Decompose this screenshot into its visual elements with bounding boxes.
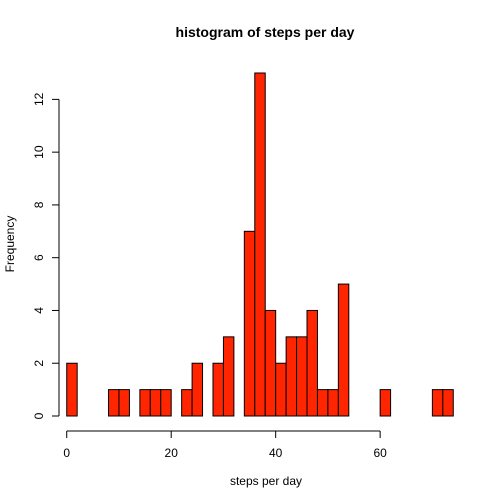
x-axis-label: steps per day — [230, 474, 302, 488]
y-tick-label: 8 — [32, 201, 46, 208]
histogram-bar — [431, 389, 444, 417]
y-axis: 0 2 4 6 8 10 12 — [32, 92, 60, 419]
histogram-bar — [316, 389, 329, 417]
histogram-bar — [108, 389, 120, 417]
y-tick-label: 6 — [32, 254, 46, 261]
y-tick-label: 2 — [32, 360, 46, 367]
histogram-bar — [379, 389, 392, 417]
histogram-bar — [243, 230, 256, 417]
histogram-bar — [285, 336, 298, 417]
histogram-bar — [327, 389, 339, 417]
bars-group — [66, 72, 454, 417]
histogram-bar — [222, 336, 235, 417]
histogram-bar — [191, 362, 204, 417]
x-tick-label: 0 — [63, 446, 70, 460]
x-axis: 0 20 40 60 — [63, 430, 387, 460]
histogram-bar — [118, 389, 130, 417]
y-tick-label: 0 — [32, 412, 46, 419]
x-tick-label: 60 — [373, 446, 387, 460]
histogram-bar — [264, 309, 277, 417]
histogram-bar — [212, 362, 224, 417]
histogram-bar — [160, 389, 172, 417]
histogram-bar — [66, 362, 78, 417]
histogram-bar — [306, 309, 318, 417]
x-tick-label: 40 — [269, 446, 283, 460]
chart-title: histogram of steps per day — [176, 24, 355, 40]
histogram-bar — [149, 389, 162, 417]
histogram-bar — [181, 389, 193, 417]
histogram-bar — [139, 389, 151, 417]
y-tick-label: 4 — [32, 307, 46, 314]
histogram-bar — [442, 389, 454, 417]
y-tick-label: 10 — [32, 145, 46, 159]
histogram-bar — [275, 362, 287, 417]
x-tick-label: 20 — [165, 446, 179, 460]
y-tick-label: 12 — [32, 92, 46, 106]
histogram-bar — [254, 72, 266, 417]
y-axis-label: Frequency — [3, 216, 17, 273]
histogram-bar — [296, 336, 308, 417]
histogram-bar — [337, 283, 350, 417]
